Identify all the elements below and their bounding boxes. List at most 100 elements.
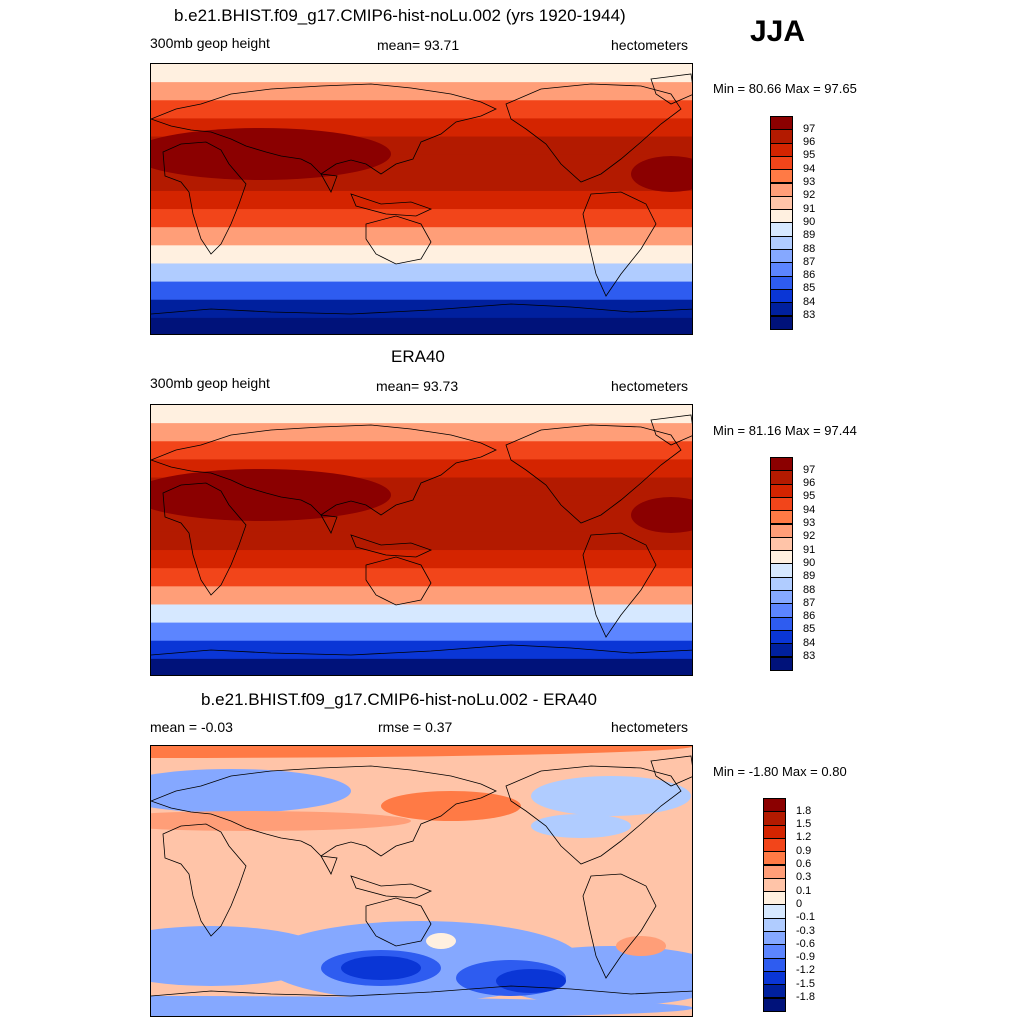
colorbar-label: 85 — [803, 282, 816, 295]
coastline — [505, 83, 682, 183]
panel-1-units-label: hectometers — [611, 37, 689, 53]
colorbar-label: 96 — [803, 136, 816, 149]
colorbar-box — [770, 315, 793, 330]
colorbar-box — [770, 169, 793, 184]
colorbar-box — [763, 837, 786, 853]
contour-band — [151, 622, 692, 642]
colorbar-label: 84 — [803, 636, 816, 649]
contour-region — [381, 791, 521, 821]
colorbar-label: 0.9 — [796, 844, 812, 857]
contour-band — [151, 550, 692, 569]
coastline — [320, 855, 338, 875]
colorbar-box — [763, 944, 786, 959]
colorbar-box — [770, 510, 793, 525]
colorbar-label: 90 — [803, 215, 816, 228]
colorbar-box — [770, 643, 793, 658]
colorbar-label: 95 — [803, 490, 816, 503]
contour-region — [631, 156, 692, 192]
colorbar-box — [770, 550, 793, 565]
colorbar-box — [770, 590, 793, 605]
contour-band — [151, 190, 692, 210]
colorbar-label: -0.9 — [796, 951, 815, 964]
contour-band — [151, 423, 692, 442]
panel-2-minmax: Min = 81.16 Max = 97.44 — [713, 423, 857, 438]
contour-band — [151, 100, 692, 119]
colorbar-box — [770, 457, 793, 472]
colorbar-box — [763, 997, 786, 1012]
contour-band — [151, 604, 692, 624]
colorbar-box — [770, 155, 793, 171]
colorbar-box — [770, 536, 793, 552]
coastline — [505, 765, 682, 865]
colorbar-box — [770, 235, 793, 250]
colorbar-label: 0.6 — [796, 858, 812, 870]
contour-band — [151, 82, 692, 101]
panel-3-colorbar: 1.8 1.5 1.2 0.9 0.6 0.3 0.1 0 -0.1 -0.3 -0.6 -0.9 -1… — [763, 798, 823, 1012]
contour-region — [496, 969, 566, 993]
colorbar-box — [763, 864, 786, 879]
contour-band — [151, 227, 692, 246]
contour-band — [151, 640, 692, 660]
colorbar-box — [770, 629, 793, 645]
contour-band — [151, 245, 692, 264]
coastline — [151, 765, 497, 857]
colorbar-box — [770, 222, 793, 237]
colorbar-label: 83 — [803, 309, 816, 321]
panel-1-mean-label: mean= 93.71 — [377, 37, 460, 53]
contour-band — [151, 568, 692, 587]
colorbar-box — [770, 288, 793, 304]
coastline — [650, 414, 692, 446]
colorbar-box — [763, 824, 786, 839]
coastline — [505, 424, 682, 524]
colorbar-box — [770, 603, 793, 618]
coastline — [162, 482, 247, 596]
colorbar-label: 85 — [803, 623, 816, 636]
contour-band — [151, 441, 692, 460]
colorbar-box — [770, 576, 793, 591]
colorbar-box — [763, 917, 786, 932]
colorbar-box — [763, 904, 786, 919]
colorbar-label: 0.1 — [796, 884, 812, 897]
colorbar-box — [770, 195, 793, 211]
colorbar-box — [770, 182, 793, 197]
panel-1-minmax: Min = 80.66 Max = 97.65 — [713, 81, 857, 96]
coastline — [162, 141, 247, 255]
colorbar-box — [770, 470, 793, 485]
colorbar-box — [763, 957, 786, 972]
colorbar-box — [770, 563, 793, 578]
coastline — [151, 424, 497, 516]
colorbar-box — [763, 811, 786, 826]
coastline — [151, 985, 692, 997]
panel-2-title: ERA40 — [391, 347, 445, 366]
colorbar-label: 92 — [803, 189, 816, 202]
panel-2-mean-label: mean= 93.73 — [376, 378, 459, 394]
coastline — [320, 514, 338, 534]
panel-1-colorbar: 97 96 95 94 93 92 91 90 89 88 87 86 85 84 83 — [770, 116, 830, 330]
contour-band — [151, 405, 692, 424]
colorbar-box — [770, 483, 793, 498]
coastline — [365, 556, 432, 606]
colorbar-box — [770, 496, 793, 512]
colorbar-label: 88 — [803, 583, 816, 596]
colorbar-box — [770, 142, 793, 157]
colorbar-box — [770, 249, 793, 264]
panel-2-variable-label: 300mb geop height — [150, 375, 270, 391]
panel-3-mean-label: mean = -0.03 — [150, 719, 233, 735]
contour-region — [531, 776, 691, 816]
coastline — [350, 534, 433, 558]
coastline — [365, 897, 432, 947]
panel-1-map — [150, 63, 693, 335]
colorbar-label: 89 — [803, 570, 816, 583]
contour-band — [151, 299, 692, 319]
coastline — [350, 875, 433, 899]
colorbar-label: 87 — [803, 596, 816, 609]
colorbar-label: -1.5 — [796, 977, 815, 990]
coastline — [650, 755, 692, 787]
colorbar-label: 93 — [803, 517, 816, 529]
contour-region — [531, 814, 631, 838]
panel-3-map — [150, 745, 693, 1017]
panel-1-title: b.e21.BHIST.f09_g17.CMIP6-hist-noLu.002 … — [174, 6, 626, 25]
colorbar-label: 1.8 — [796, 804, 812, 817]
colorbar-box — [770, 116, 793, 131]
coastline — [320, 173, 338, 193]
